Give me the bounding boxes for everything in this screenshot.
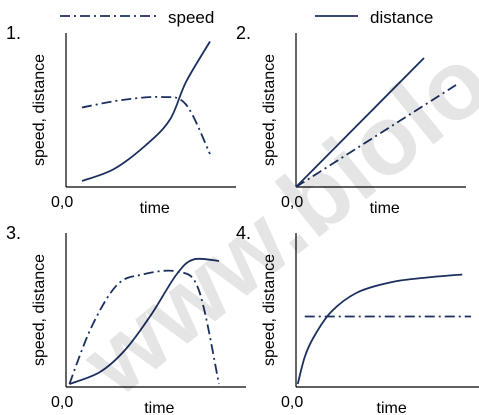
y-axis-label: speed, distance — [261, 54, 278, 166]
chart-panel-2: 2. speed, distance 0,0 time — [236, 23, 466, 217]
x-axis-label: time — [144, 400, 174, 415]
panel-label: 4. — [236, 223, 251, 243]
legend: speed distance — [60, 8, 433, 27]
series-speed-line — [81, 95, 211, 155]
panel-label: 1. — [6, 23, 21, 43]
origin-label: 0,0 — [51, 194, 73, 211]
series-distance-line — [296, 273, 463, 385]
origin-label: 0,0 — [281, 394, 303, 411]
series-distance-line — [295, 57, 425, 188]
y-axis-label: speed, distance — [31, 254, 48, 366]
chart-panel-4: 4. speed, distance 0,0 time — [236, 223, 479, 415]
series-distance-line — [69, 257, 220, 385]
series-speed-line — [68, 269, 220, 385]
x-axis-label: time — [377, 400, 407, 415]
legend-distance-label: distance — [370, 8, 433, 27]
y-axis-label: speed, distance — [261, 254, 278, 366]
origin-label: 0,0 — [281, 194, 303, 211]
chart-panel-1: 1. speed, distance 0,0 time — [6, 23, 236, 217]
panel-label: 3. — [6, 223, 21, 243]
series-distance-line — [81, 41, 211, 182]
x-axis-label: time — [370, 200, 400, 217]
origin-label: 0,0 — [51, 394, 73, 411]
chart-panel-3: 3. speed, distance 0,0 time — [6, 223, 246, 415]
series-speed-line — [295, 84, 457, 188]
x-axis-label: time — [140, 200, 170, 217]
panel-label: 2. — [236, 23, 251, 43]
y-axis-label: speed, distance — [31, 54, 48, 166]
legend-speed-label: speed — [168, 8, 214, 27]
